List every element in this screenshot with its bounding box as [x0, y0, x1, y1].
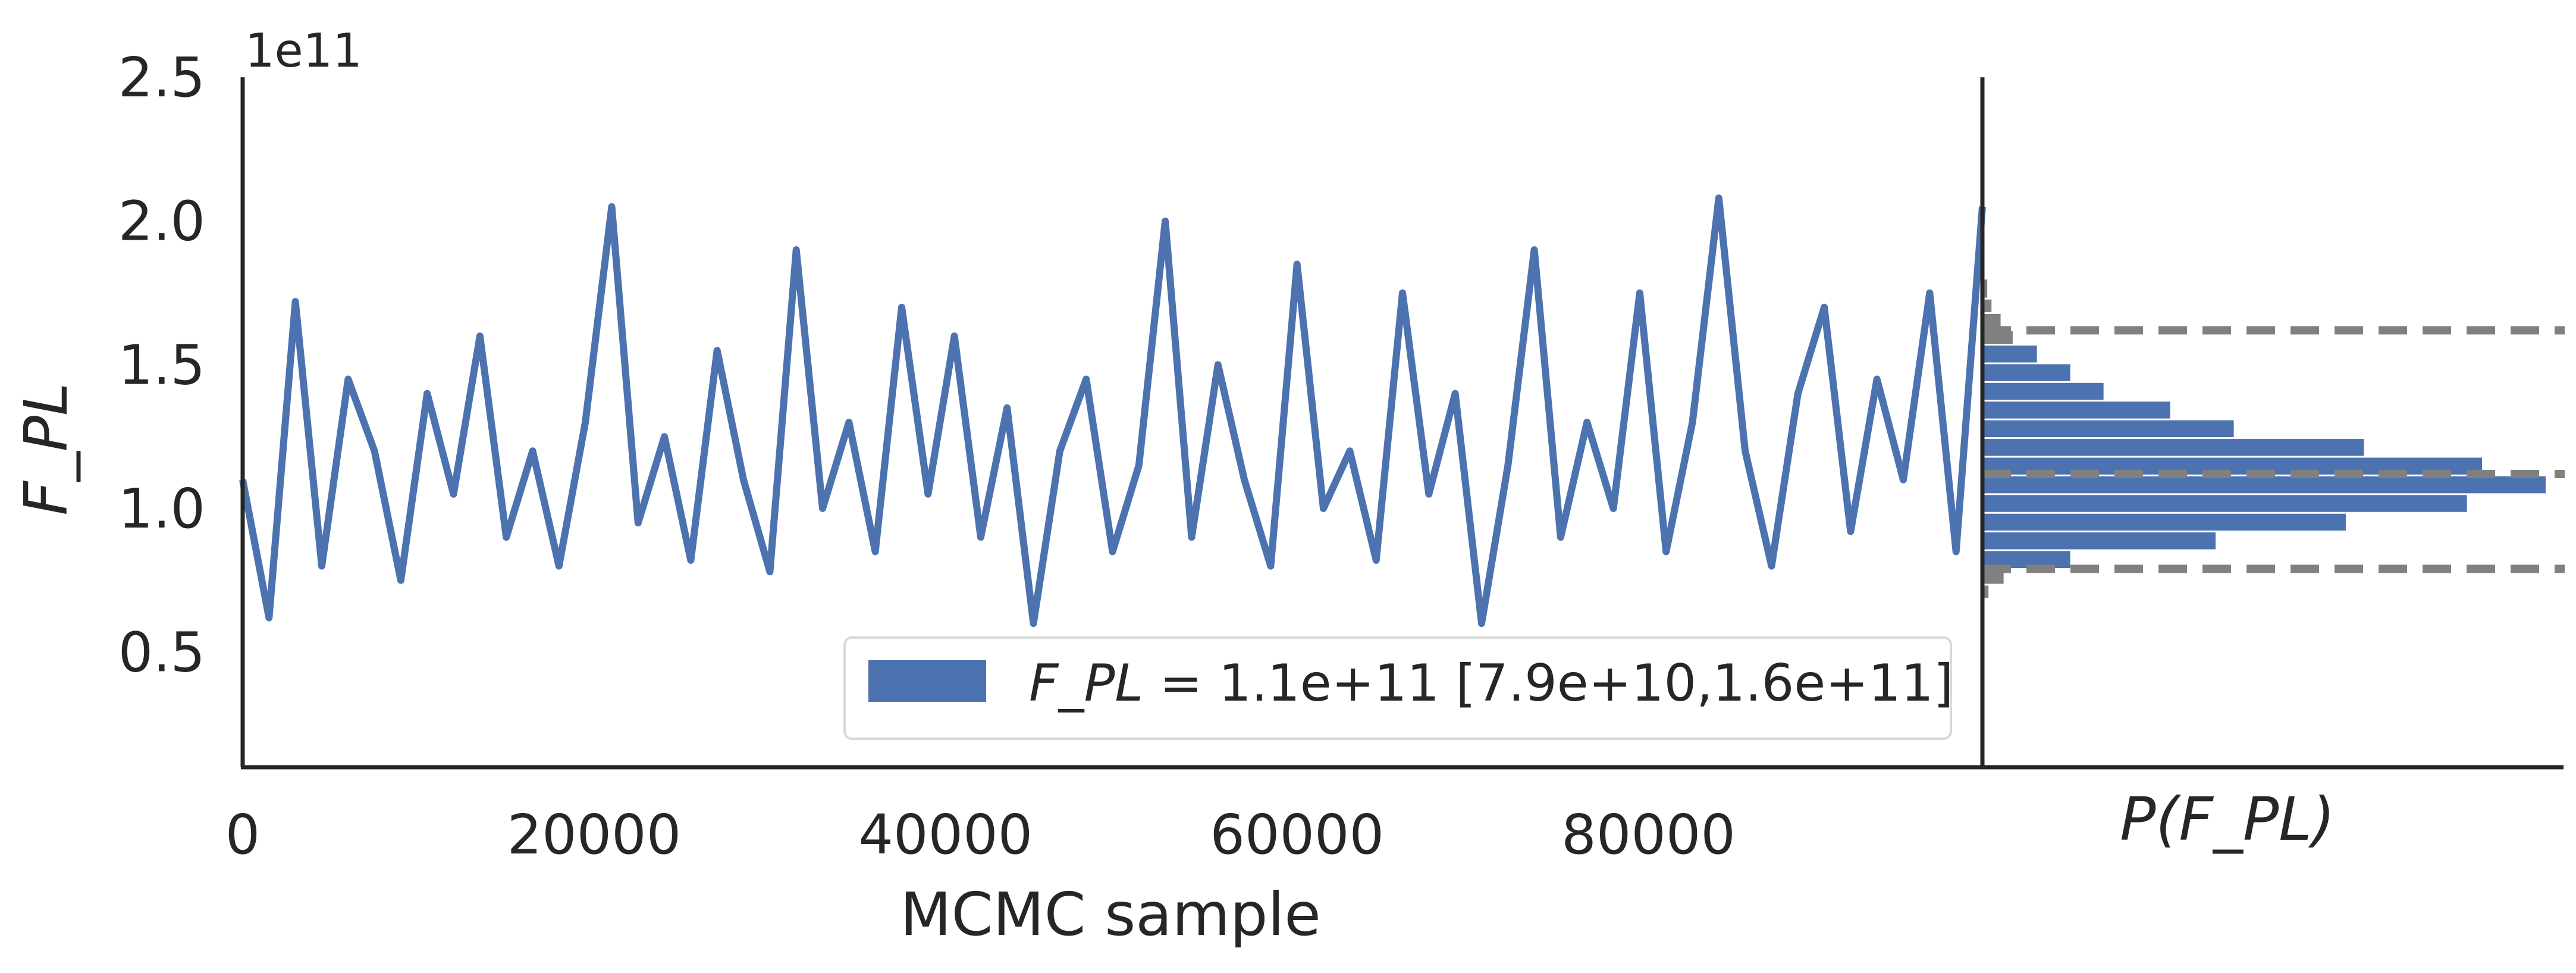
y-tick-label: 1.5 [118, 333, 205, 397]
x-tick-label: 80000 [1561, 803, 1736, 867]
posterior-histogram-panel: P(F_PL) [1980, 77, 2565, 854]
y-axis-title: F_PL [11, 382, 81, 516]
histogram-bar [1982, 585, 1989, 598]
legend-label-symbol: F_PL [1029, 654, 1143, 713]
hist-x-axis-title: P(F_PL) [2120, 784, 2335, 854]
histogram-bar [1982, 476, 2546, 494]
trace-series [239, 194, 1986, 627]
legend: F_PL = 1.1e+11 [7.9e+10,1.6e+11] [843, 636, 1953, 740]
y-tick-label: 2.5 [118, 46, 205, 109]
y-offset-label: 1e11 [245, 24, 362, 78]
x-tick-label: 0 [225, 803, 261, 867]
histogram-bars [1982, 279, 2546, 598]
histogram-bar [1982, 570, 2004, 584]
trace-line [239, 194, 1986, 627]
histogram-bar [1982, 364, 2070, 381]
trace-y-tick-labels: 0.5 1.0 1.5 2.0 2.5 [118, 46, 205, 685]
legend-swatch [868, 660, 986, 702]
x-axis-title: MCMC sample [900, 880, 1321, 949]
histogram-bar [1982, 457, 2483, 475]
y-tick-label: 1.0 [118, 477, 205, 541]
histogram-bar [1982, 513, 2346, 531]
x-tick-label: 20000 [507, 803, 682, 867]
histogram-bar [1982, 346, 2037, 363]
legend-label: F_PL = 1.1e+11 [7.9e+10,1.6e+11] [1029, 654, 1953, 713]
legend-label-summary: = 1.1e+11 [7.9e+10,1.6e+11] [1143, 654, 1953, 713]
trace-panel: 0.5 1.0 1.5 2.0 2.5 0 20000 40000 60000 80000 1e… [11, 24, 1986, 949]
x-tick-label: 60000 [1210, 803, 1384, 867]
trace-x-tick-labels: 0 20000 40000 60000 80000 [225, 803, 1736, 867]
y-tick-label: 2.0 [118, 190, 205, 253]
histogram-bar [1982, 439, 2364, 456]
histogram-bar [1982, 532, 2216, 550]
x-tick-label: 40000 [858, 803, 1033, 867]
histogram-bar [1982, 279, 1988, 298]
histogram-bar [1982, 420, 2234, 438]
histogram-bar [1982, 382, 2104, 400]
quantile-lines [1982, 326, 2565, 573]
histogram-bar [1982, 401, 2170, 419]
histogram-bar [1982, 495, 2467, 512]
histogram-bar [1982, 299, 1992, 312]
y-tick-label: 0.5 [118, 621, 205, 685]
legend-frame [843, 636, 1952, 740]
